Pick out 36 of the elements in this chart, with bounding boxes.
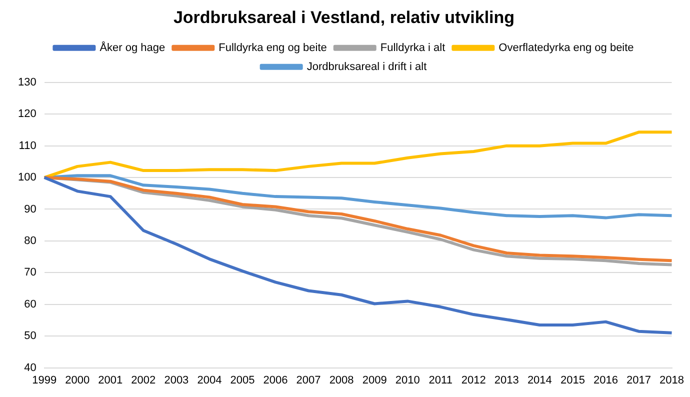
y-tick-label: 90	[24, 203, 36, 216]
x-tick-label: 2010	[395, 374, 420, 386]
legend-label: Jordbruksareal i drift i alt	[306, 60, 427, 73]
x-tick-label: 2014	[527, 374, 552, 386]
legend-label: Overflatedyrka eng og beite	[498, 42, 634, 54]
x-tick-label: 2012	[461, 374, 486, 386]
x-tick-label: 2003	[164, 374, 189, 386]
y-tick-label: 80	[24, 234, 36, 247]
y-tick-label: 50	[24, 330, 36, 342]
x-tick-label: 2002	[131, 374, 156, 386]
y-tick-label: 130	[18, 76, 36, 88]
x-tick-label: 2000	[65, 374, 90, 386]
x-tick-label: 2015	[560, 374, 585, 386]
x-tick-label: 2009	[362, 374, 387, 386]
x-tick-label: 2005	[230, 374, 255, 386]
chart-title: Jordbruksareal i Vestland, relativ utvikling	[173, 8, 515, 27]
y-tick-label: 100	[18, 172, 36, 184]
x-tick-label: 2018	[660, 374, 684, 386]
x-tick-label: 2016	[593, 374, 618, 386]
y-tick-label: 40	[24, 362, 36, 374]
y-tick-label: 120	[18, 108, 36, 120]
x-tick-label: 2011	[428, 374, 452, 386]
x-tick-label: 2006	[263, 374, 288, 386]
x-tick-label: 2007	[296, 374, 321, 386]
x-tick-label: 2017	[626, 374, 651, 386]
y-tick-label: 70	[24, 266, 36, 279]
legend-label: Åker og hage	[100, 40, 166, 54]
legend-label: Fulldyrka i alt	[380, 42, 446, 54]
y-tick-label: 110	[18, 140, 36, 152]
legend-label: Fulldyrka eng og beite	[218, 42, 327, 54]
x-tick-label: 2004	[197, 374, 222, 386]
x-tick-label: 2013	[494, 374, 519, 386]
y-tick-label: 60	[24, 298, 36, 310]
x-tick-label: 2008	[329, 374, 354, 386]
x-tick-label: 1999	[32, 374, 57, 386]
x-tick-label: 2001	[98, 374, 123, 386]
